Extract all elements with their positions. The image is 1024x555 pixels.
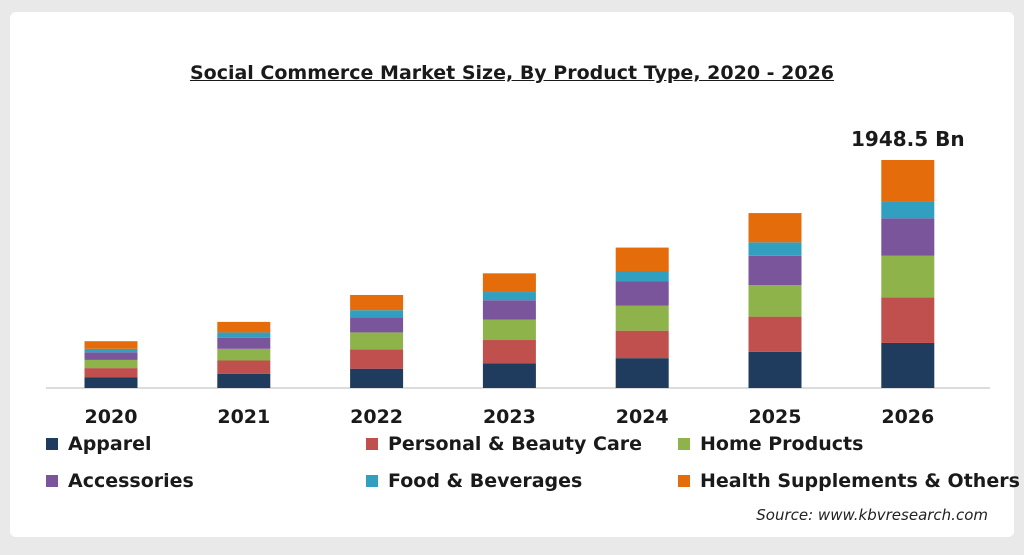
bar-segment xyxy=(748,285,802,317)
chart-card: Social Commerce Market Size, By Product … xyxy=(10,12,1020,537)
bar-segment xyxy=(350,332,404,350)
bar-segment xyxy=(482,300,536,320)
legend-swatch-home-products xyxy=(678,438,690,450)
bar-segment xyxy=(350,368,404,388)
bar-segment xyxy=(748,351,802,388)
legend-item-food-beverages: Food & Beverages xyxy=(366,470,582,492)
bar-segment xyxy=(748,255,802,286)
legend-label: Apparel xyxy=(68,433,152,455)
bar-segment xyxy=(748,213,802,243)
source-note: Source: www.kbvresearch.com xyxy=(756,506,988,524)
x-tick-label: 2021 xyxy=(217,406,270,428)
total-annotation: 1948.5 Bn xyxy=(851,127,965,151)
bar-segment xyxy=(881,218,935,256)
bar-segment xyxy=(350,349,404,369)
bar-segment xyxy=(881,342,935,388)
bar-segment xyxy=(615,281,669,306)
bar-segment xyxy=(84,352,138,360)
bar-segment xyxy=(217,337,271,349)
bar-segment xyxy=(84,368,138,378)
bar-segment xyxy=(615,358,669,388)
legend-label: Home Products xyxy=(700,433,864,455)
legend-swatch-health-supplements xyxy=(678,475,690,487)
legend-label: Health Supplements & Others xyxy=(700,470,1020,492)
legend-swatch-personal-beauty xyxy=(366,438,378,450)
bar-segment xyxy=(881,255,935,298)
bar-segment xyxy=(84,377,138,388)
chart-title: Social Commerce Market Size, By Product … xyxy=(189,62,835,84)
x-tick-label: 2020 xyxy=(85,406,138,428)
bar-segment xyxy=(615,270,669,282)
bar-segment xyxy=(482,340,536,364)
bar-segment xyxy=(482,292,536,301)
bar-segment xyxy=(615,247,669,271)
bar-segment xyxy=(217,332,271,338)
bar-segment xyxy=(350,317,404,333)
x-tick-label: 2022 xyxy=(350,406,403,428)
legend-swatch-apparel xyxy=(46,438,58,450)
bar-segment xyxy=(881,201,935,219)
bar-segment xyxy=(84,348,138,353)
bar-chart: 2020 2021 2022 2023 2024 2025 2026 1948.5 Bn xyxy=(46,127,990,428)
legend-item-accessories: Accessories xyxy=(46,470,194,492)
bar-segment xyxy=(615,330,669,359)
legend-label: Personal & Beauty Care xyxy=(388,433,643,455)
legend-item-apparel: Apparel xyxy=(46,433,152,455)
legend-swatch-accessories xyxy=(46,475,58,487)
bar-segment xyxy=(881,297,935,343)
legend-item-personal-beauty: Personal & Beauty Care xyxy=(366,433,642,455)
bar-segment xyxy=(482,363,536,388)
legend-label: Food & Beverages xyxy=(388,470,583,492)
legend-label: Accessories xyxy=(68,470,194,492)
x-tick-label: 2023 xyxy=(483,406,536,428)
bar-segment xyxy=(217,348,271,361)
legend-item-home-products: Home Products xyxy=(678,433,863,455)
bar-segment xyxy=(84,341,138,349)
bar-segment xyxy=(217,360,271,374)
bar-segment xyxy=(748,242,802,256)
bar-segment xyxy=(350,310,404,318)
bar-segment xyxy=(482,273,536,293)
x-tick-label: 2025 xyxy=(749,406,802,428)
bar-segment xyxy=(350,294,404,311)
bar-segment xyxy=(881,160,935,202)
x-tick-label: 2024 xyxy=(616,406,669,428)
bar-segment xyxy=(217,321,271,333)
bar-segment xyxy=(482,319,536,341)
bar-segment xyxy=(217,373,271,388)
bar-segment xyxy=(84,359,138,369)
legend-swatch-food-beverages xyxy=(366,475,378,487)
legend-item-health-supplements: Health Supplements & Others xyxy=(678,470,1020,492)
bar-segment xyxy=(748,316,802,352)
bar-segment xyxy=(615,305,669,331)
x-tick-label: 2026 xyxy=(881,406,934,428)
